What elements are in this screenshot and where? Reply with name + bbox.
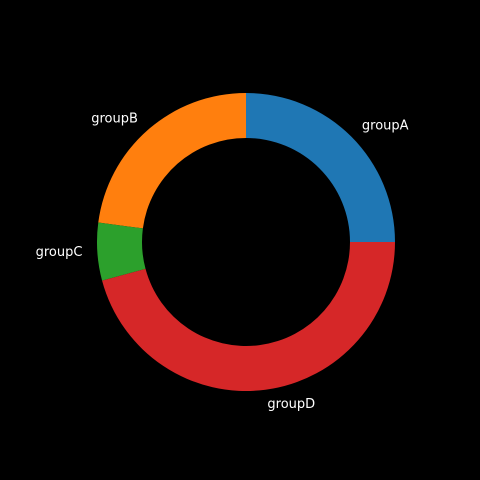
slice-groupC — [97, 222, 146, 281]
slice-label-groupA: groupA — [362, 119, 409, 134]
donut-slices — [97, 93, 395, 391]
slice-label-groupC: groupC — [36, 245, 83, 260]
slice-label-groupD: groupD — [267, 397, 315, 412]
slice-labels: groupA groupB groupC groupD — [36, 111, 409, 412]
slice-label-groupB: groupB — [91, 111, 138, 126]
slice-groupB — [98, 93, 246, 229]
slice-groupA — [246, 93, 395, 242]
slice-groupD — [102, 242, 395, 391]
